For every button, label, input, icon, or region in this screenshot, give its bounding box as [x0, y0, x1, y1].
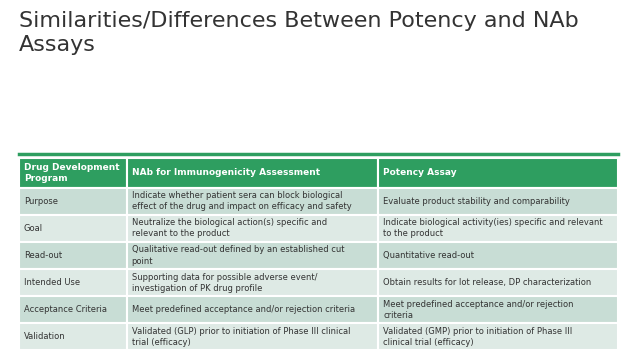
Text: Indicate whether patient sera can block biological
effect of the drug and impact: Indicate whether patient sera can block …: [132, 191, 351, 211]
Text: Acceptance Criteria: Acceptance Criteria: [24, 305, 107, 314]
Text: Read-out: Read-out: [24, 251, 62, 260]
Text: Drug Development
Program: Drug Development Program: [24, 162, 119, 183]
Text: Similarities/Differences Between Potency and NAb
Assays: Similarities/Differences Between Potency…: [19, 11, 578, 56]
Text: Neutralize the biological action(s) specific and
relevant to the product: Neutralize the biological action(s) spec…: [132, 218, 327, 238]
Text: Purpose: Purpose: [24, 197, 57, 206]
Text: Validated (GMP) prior to initiation of Phase III
clinical trial (efficacy): Validated (GMP) prior to initiation of P…: [383, 327, 572, 347]
Text: Obtain results for lot release, DP characterization: Obtain results for lot release, DP chara…: [383, 278, 592, 287]
Text: Quantitative read-out: Quantitative read-out: [383, 251, 474, 260]
Text: Qualitative read-out defined by an established cut
point: Qualitative read-out defined by an estab…: [132, 245, 344, 266]
Text: Supporting data for possible adverse event/
investigation of PK drug profile: Supporting data for possible adverse eve…: [132, 273, 317, 293]
Text: Goal: Goal: [24, 224, 43, 233]
Text: NAb for Immunogenicity Assessment: NAb for Immunogenicity Assessment: [132, 168, 319, 177]
Text: Potency Assay: Potency Assay: [383, 168, 457, 177]
Text: Intended Use: Intended Use: [24, 278, 80, 287]
Text: Indicate biological activity(ies) specific and relevant
to the product: Indicate biological activity(ies) specif…: [383, 218, 603, 238]
Text: Evaluate product stability and comparability: Evaluate product stability and comparabi…: [383, 197, 570, 206]
Text: Meet predefined acceptance and/or rejection criteria: Meet predefined acceptance and/or reject…: [132, 305, 354, 314]
Text: Meet predefined acceptance and/or rejection
criteria: Meet predefined acceptance and/or reject…: [383, 300, 573, 320]
Text: Validation: Validation: [24, 332, 66, 341]
Text: Validated (GLP) prior to initiation of Phase III clinical
trial (efficacy): Validated (GLP) prior to initiation of P…: [132, 327, 350, 347]
